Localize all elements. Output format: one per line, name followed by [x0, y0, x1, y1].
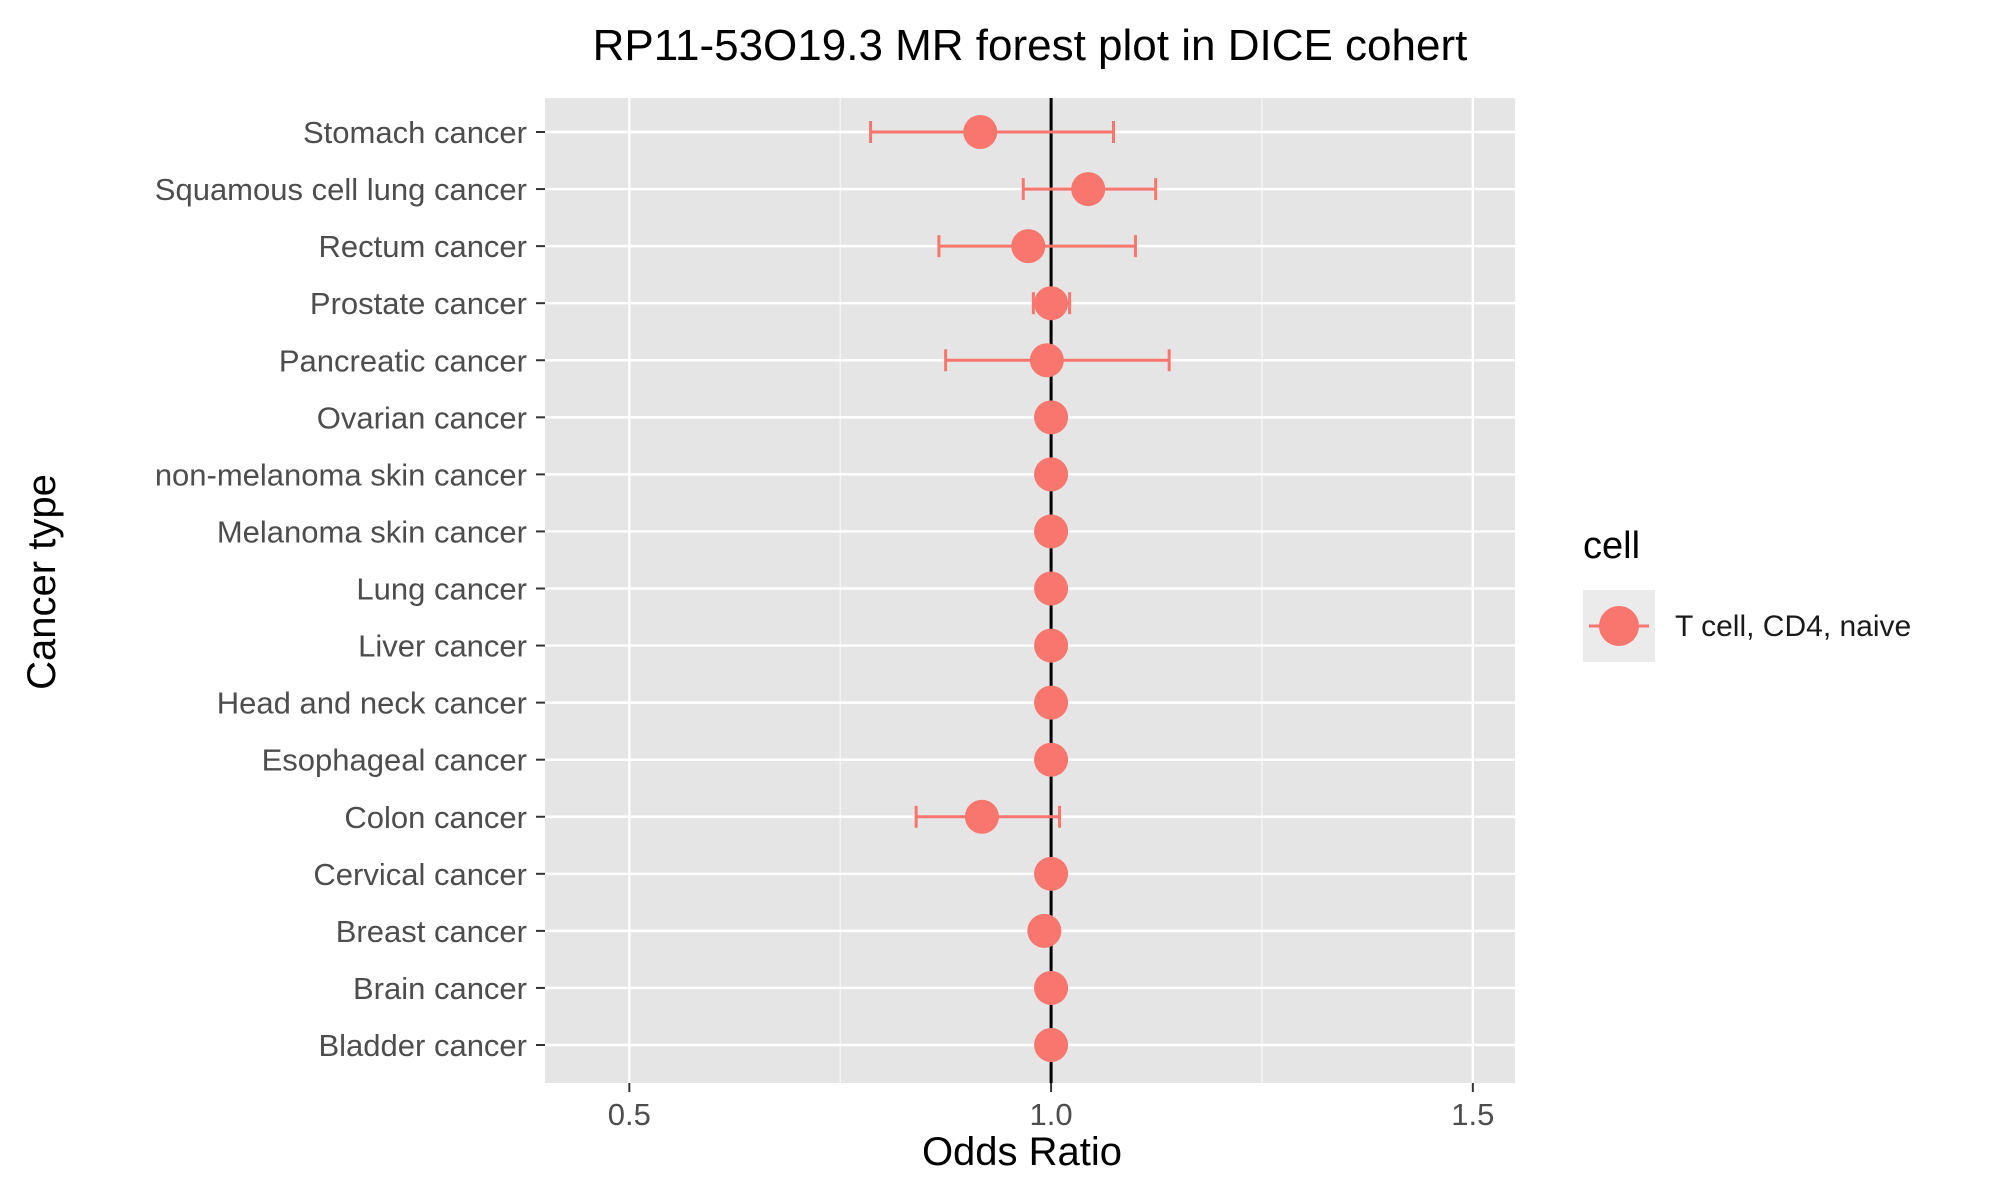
data-point — [1027, 913, 1062, 948]
data-point — [1029, 343, 1064, 378]
y-tick-label: Brain cancer — [353, 971, 527, 1006]
x-tick-label: 0.5 — [608, 1097, 651, 1132]
legend-key-point — [1599, 606, 1639, 646]
y-tick-label: Lung cancer — [356, 572, 527, 607]
y-tick-label: Bladder cancer — [318, 1028, 527, 1063]
data-point — [1034, 457, 1069, 492]
y-axis: Stomach cancer Squamous cell lung cancer R… — [155, 115, 545, 1063]
y-tick-label: Cervical cancer — [313, 857, 527, 892]
y-tick-label: Rectum cancer — [319, 229, 527, 264]
y-tick-label: non-melanoma skin cancer — [155, 457, 527, 492]
data-point — [1034, 628, 1069, 663]
data-point — [1034, 856, 1069, 891]
y-tick-label: Melanoma skin cancer — [217, 514, 527, 549]
legend-entry-label: T cell, CD4, naive — [1675, 610, 1911, 643]
data-point — [964, 799, 999, 834]
y-tick-label: Liver cancer — [358, 629, 527, 664]
data-layer — [869, 115, 1171, 1062]
data-point — [1034, 286, 1069, 321]
data-point — [1034, 742, 1069, 777]
y-axis-title: Cancer type — [20, 474, 64, 690]
y-tick-label: Squamous cell lung cancer — [155, 172, 527, 207]
y-tick-label: Prostate cancer — [310, 286, 527, 321]
data-point — [1034, 571, 1069, 606]
y-tick-label: Colon cancer — [344, 800, 527, 835]
data-point — [1034, 685, 1069, 720]
chart-title: RP11-53O19.3 MR forest plot in DICE cohe… — [593, 21, 1468, 70]
y-tick-label: Pancreatic cancer — [279, 343, 527, 378]
x-axis: 0.5 1.0 1.5 — [608, 1083, 1494, 1132]
legend-title: cell — [1583, 525, 1640, 567]
data-point — [1071, 172, 1106, 207]
y-tick-label: Esophageal cancer — [262, 743, 527, 778]
x-tick-label: 1.5 — [1451, 1097, 1494, 1132]
data-point — [1034, 400, 1069, 435]
y-tick-label: Ovarian cancer — [317, 400, 527, 435]
legend: cell T cell, CD4, naive — [1583, 525, 1911, 662]
x-tick-label: 1.0 — [1030, 1097, 1073, 1132]
data-point — [1034, 514, 1069, 549]
y-tick-label: Stomach cancer — [303, 115, 527, 150]
y-tick-label: Breast cancer — [336, 914, 527, 949]
data-point — [963, 115, 998, 149]
data-point — [1034, 1028, 1069, 1062]
y-tick-label: Head and neck cancer — [217, 686, 527, 721]
data-point — [1034, 970, 1069, 1005]
x-axis-title: Odds Ratio — [922, 1130, 1122, 1174]
data-point — [1011, 229, 1046, 264]
